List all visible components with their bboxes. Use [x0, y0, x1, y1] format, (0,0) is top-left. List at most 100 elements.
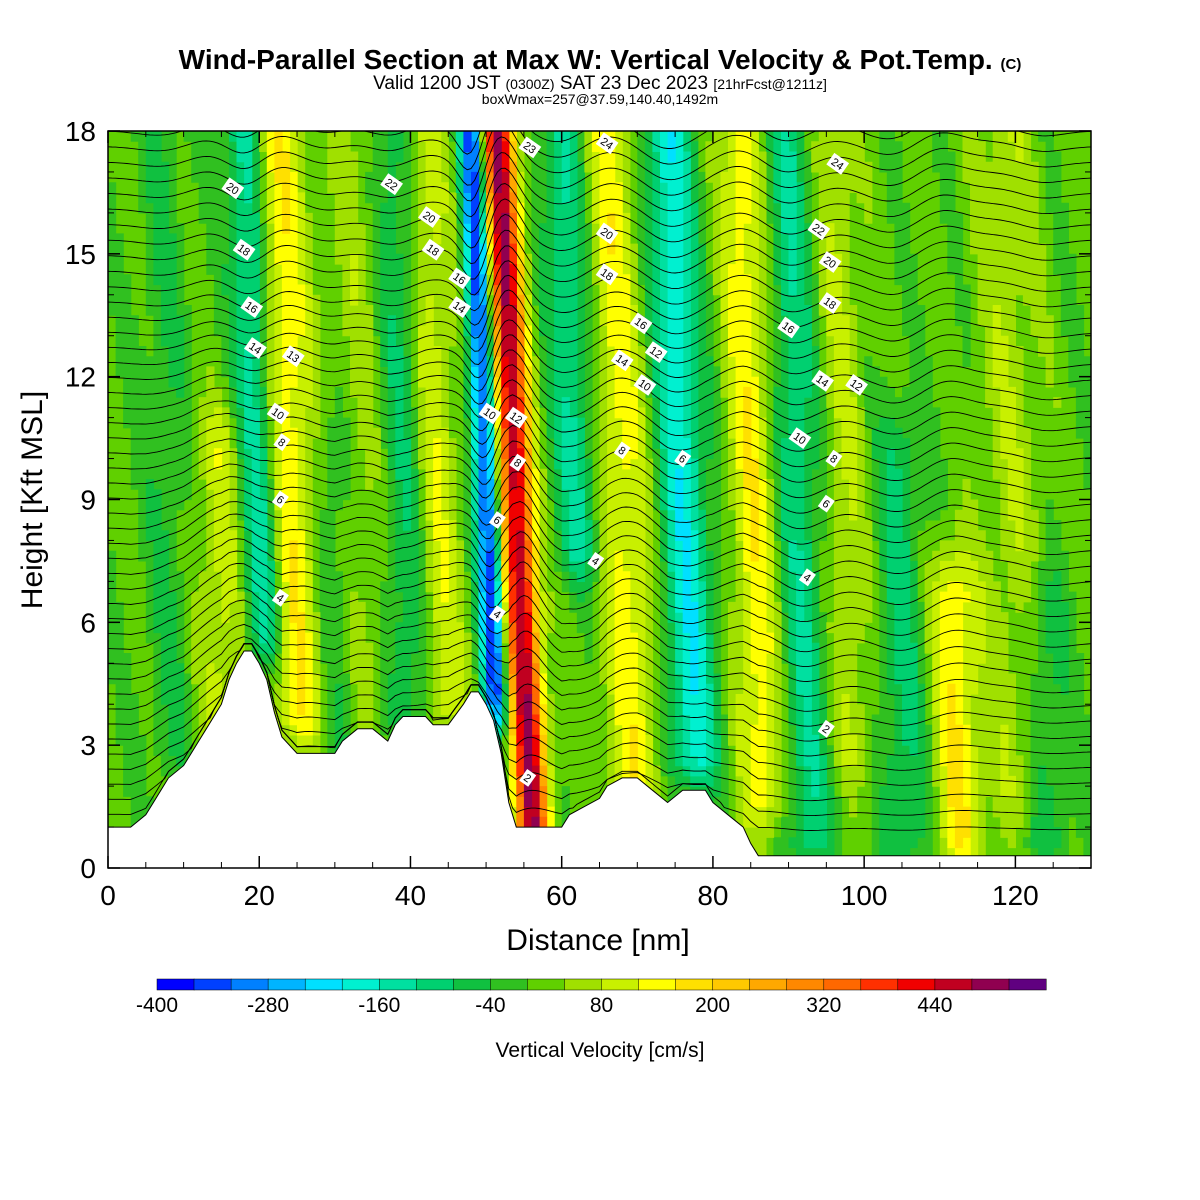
contour-label: 14 — [244, 337, 267, 359]
y-axis-label: Height [Kft MSL] — [16, 391, 49, 609]
colorbar-tick-label: -280 — [247, 994, 289, 1017]
contour-label: 16 — [777, 316, 800, 339]
colorbar-tick-label: 440 — [917, 994, 952, 1017]
theta-contour-line — [108, 471, 1091, 530]
colorbar-swatch — [897, 978, 936, 991]
copyright-mark: (C) — [1000, 56, 1022, 73]
colorbar-tick-label: -400 — [136, 994, 178, 1017]
theta-contour-line — [108, 319, 1091, 379]
theta-contour-line — [108, 587, 1091, 668]
colorbar: -400 -280 -160 -40 80 200 320 440 — [136, 978, 1047, 1017]
theta-contour-line — [108, 409, 1091, 468]
contour-label: 20 — [221, 177, 245, 200]
contour-label-text: 12 — [848, 377, 865, 394]
valid-time-line: Valid 1200 JST (0300Z) SAT 23 Dec 2023 [… — [0, 73, 1200, 95]
y-tick-label: 6 — [80, 607, 96, 638]
colorbar-swatch — [379, 978, 417, 991]
contour-label: 2 — [817, 719, 835, 738]
colorbar-swatch — [601, 978, 640, 991]
colorbar-swatch — [156, 978, 195, 991]
forecast-info: [21hrFcst@1211z] — [713, 76, 827, 92]
colorbar-tick-label: 320 — [806, 994, 841, 1017]
y-tick-label: 18 — [65, 116, 96, 147]
contour-label-text: 12 — [507, 410, 524, 427]
contour-label-text: 18 — [821, 295, 838, 312]
theta-contour-line — [108, 183, 1091, 249]
chart-title-text: Wind-Parallel Section at Max W: Vertical… — [178, 44, 993, 75]
contour-label: 10 — [478, 402, 502, 425]
theta-contour-line — [108, 525, 1091, 592]
contour-label-text: 8 — [827, 453, 839, 466]
colorbar-tick-label: 80 — [590, 994, 613, 1017]
contour-label: 18 — [595, 263, 619, 286]
y-tick-label: 15 — [65, 239, 96, 270]
contour-label-text: 10 — [481, 406, 498, 423]
contour-label-text: 14 — [246, 340, 263, 357]
colorbar-swatch — [416, 978, 454, 991]
contour-label-text: 24 — [598, 136, 615, 153]
colorbar-swatch — [490, 978, 528, 991]
y-tick-label: 9 — [80, 485, 96, 516]
theta-contour-line — [108, 486, 1091, 545]
theta-contour-line — [108, 501, 1091, 561]
contour-label-text: 18 — [235, 242, 252, 259]
contour-label: 8 — [509, 453, 527, 472]
theta-contour-line — [108, 440, 1091, 499]
colorbar-swatch — [1008, 978, 1047, 991]
theta-contour-line — [108, 611, 1091, 697]
contour-label-text: 22 — [383, 177, 400, 194]
contour-label-text: 8 — [616, 445, 628, 458]
colorbar-swatch — [193, 978, 232, 991]
chart-title: Wind-Parallel Section at Max W: Vertical… — [0, 44, 1200, 76]
velocity-cells — [108, 131, 1091, 868]
colorbar-swatch — [230, 978, 269, 991]
contour-label-text: 4 — [274, 592, 286, 605]
contour-label: 10 — [788, 427, 812, 449]
velocity-cells — [145, 131, 1069, 868]
contour-label: 16 — [448, 267, 471, 290]
velocity-cells — [206, 131, 1024, 868]
theta-contour-line — [108, 214, 1091, 280]
contour-label: 2 — [519, 769, 537, 787]
theta-contour-line — [108, 229, 1091, 296]
theta-contour-line — [108, 425, 1091, 483]
contour-label-text: 20 — [598, 226, 615, 243]
contour-label: 18 — [232, 238, 256, 261]
contour-label: 16 — [240, 296, 264, 318]
velocity-cells — [463, 131, 502, 695]
contour-label-text: 10 — [636, 377, 653, 394]
velocity-cells — [493, 171, 540, 849]
contour-label-text: 24 — [829, 156, 846, 173]
valid-date: SAT 23 Dec 2023 — [559, 73, 709, 94]
contour-label: 23 — [518, 136, 542, 159]
contour-label: 6 — [817, 494, 835, 513]
contour-label: 4 — [271, 588, 289, 607]
contour-label: 14 — [448, 296, 471, 318]
contour-label: 4 — [488, 605, 506, 623]
y-tick-label: 3 — [80, 730, 96, 761]
contour-label-text: 20 — [821, 254, 838, 271]
contour-label-text: 16 — [243, 299, 260, 316]
x-tick-label: 120 — [992, 880, 1039, 911]
contour-label-text: 4 — [801, 571, 813, 584]
contour-label-text: 22 — [810, 222, 827, 239]
contour-label-text: 4 — [491, 608, 503, 621]
axes: 0 20 40 60 80 100 120 0 3 6 9 12 15 18 — [65, 116, 1091, 911]
contour-label-text: 14 — [814, 373, 831, 390]
colorbar-swatch — [934, 978, 973, 991]
contour-label-text: 16 — [779, 320, 796, 337]
y-tick-label: 0 — [80, 853, 96, 884]
x-tick-label: 20 — [244, 880, 275, 911]
contour-label-text: 2 — [521, 772, 533, 785]
theta-contour-line — [108, 245, 1091, 312]
velocity-cells — [229, 131, 918, 849]
colorbar-tick-label: -160 — [358, 994, 400, 1017]
contour-label: 12 — [644, 341, 668, 363]
contour-label: 18 — [818, 292, 842, 314]
contour-label: 12 — [845, 374, 868, 396]
theta-contour-line — [108, 152, 1091, 218]
contour-label-text: 18 — [598, 267, 615, 284]
contour-label: 4 — [798, 568, 816, 587]
